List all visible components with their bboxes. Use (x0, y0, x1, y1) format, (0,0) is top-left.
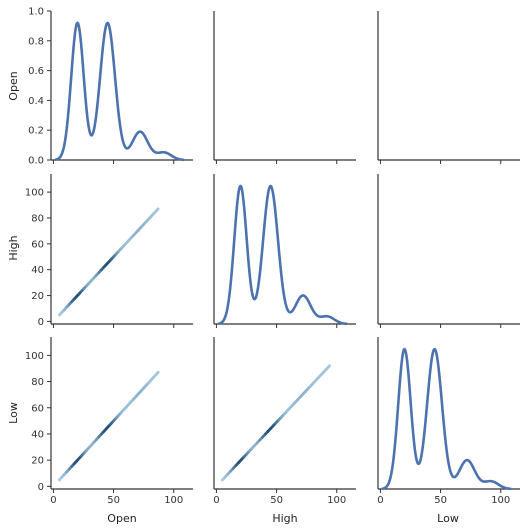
y-tick-label: 0.2 (28, 126, 44, 137)
x-tick-label: 100 (327, 495, 346, 506)
y-tick-label: 0.8 (28, 36, 44, 47)
panel-r2-c0: 0 50 100 0 20 40 60 80 100 (25, 337, 193, 506)
y-tick-label: 80 (31, 213, 44, 224)
y-tick-label: 0 (38, 482, 44, 493)
y-tick-label: 40 (31, 265, 44, 276)
x-tick-label: 100 (164, 495, 183, 506)
x-tick-label: 0 (213, 495, 219, 506)
y-tick-label: 60 (31, 239, 44, 250)
x-tick-label: 100 (491, 495, 510, 506)
panel-r2-c1: 0 50 100 (213, 337, 356, 506)
y-tick-label: 80 (31, 377, 44, 388)
x-tick-label: 50 (434, 495, 447, 506)
y-tick-label: 100 (25, 351, 44, 362)
kde2d-segment (325, 364, 331, 371)
kde-line-open (54, 21, 185, 162)
y-tick-label: 0.0 (28, 156, 44, 167)
kde2d-segment (154, 370, 160, 377)
y-tick-label: 20 (31, 291, 44, 302)
y-label-open: Open (7, 71, 20, 100)
y-tick-label: 40 (31, 429, 44, 440)
x-tick-label: 50 (107, 495, 120, 506)
y-tick-label: 20 (31, 456, 44, 467)
kde2d-segment (154, 207, 160, 213)
y-tick-label: 0 (38, 317, 44, 328)
panel-r2-c2: 0 50 100 (377, 337, 520, 506)
y-tick-label: 1.0 (28, 7, 44, 18)
y-tick-label: 0.4 (28, 96, 44, 107)
x-label-low: Low (437, 512, 459, 525)
x-tick-label: 0 (377, 495, 383, 506)
panel-r1-c0: 0 20 40 60 80 100 (25, 174, 193, 328)
panel-r0-c2 (377, 11, 520, 164)
panel-r0-c0: 0.0 0.2 0.4 0.6 0.8 1.0 (28, 7, 193, 167)
x-tick-label: 50 (270, 495, 283, 506)
panels-layer: 0.0 0.2 0.4 0.6 0.8 1.0 0 20 40 60 80 100 0 50 100 0 20 4… (25, 7, 520, 506)
x-label-open: Open (107, 512, 136, 525)
x-tick-label: 0 (50, 495, 56, 506)
y-label-high: High (7, 235, 20, 260)
x-label-high: High (272, 512, 297, 525)
y-tick-label: 60 (31, 403, 44, 414)
panel-r1-c2 (377, 174, 520, 328)
kde-line-high (217, 184, 348, 326)
y-tick-label: 100 (25, 188, 44, 199)
panel-r1-c1 (213, 174, 356, 328)
panel-r0-c1 (213, 11, 356, 164)
kde-line-low (381, 347, 512, 491)
y-tick-label: 0.6 (28, 66, 44, 77)
y-label-low: Low (7, 402, 20, 424)
